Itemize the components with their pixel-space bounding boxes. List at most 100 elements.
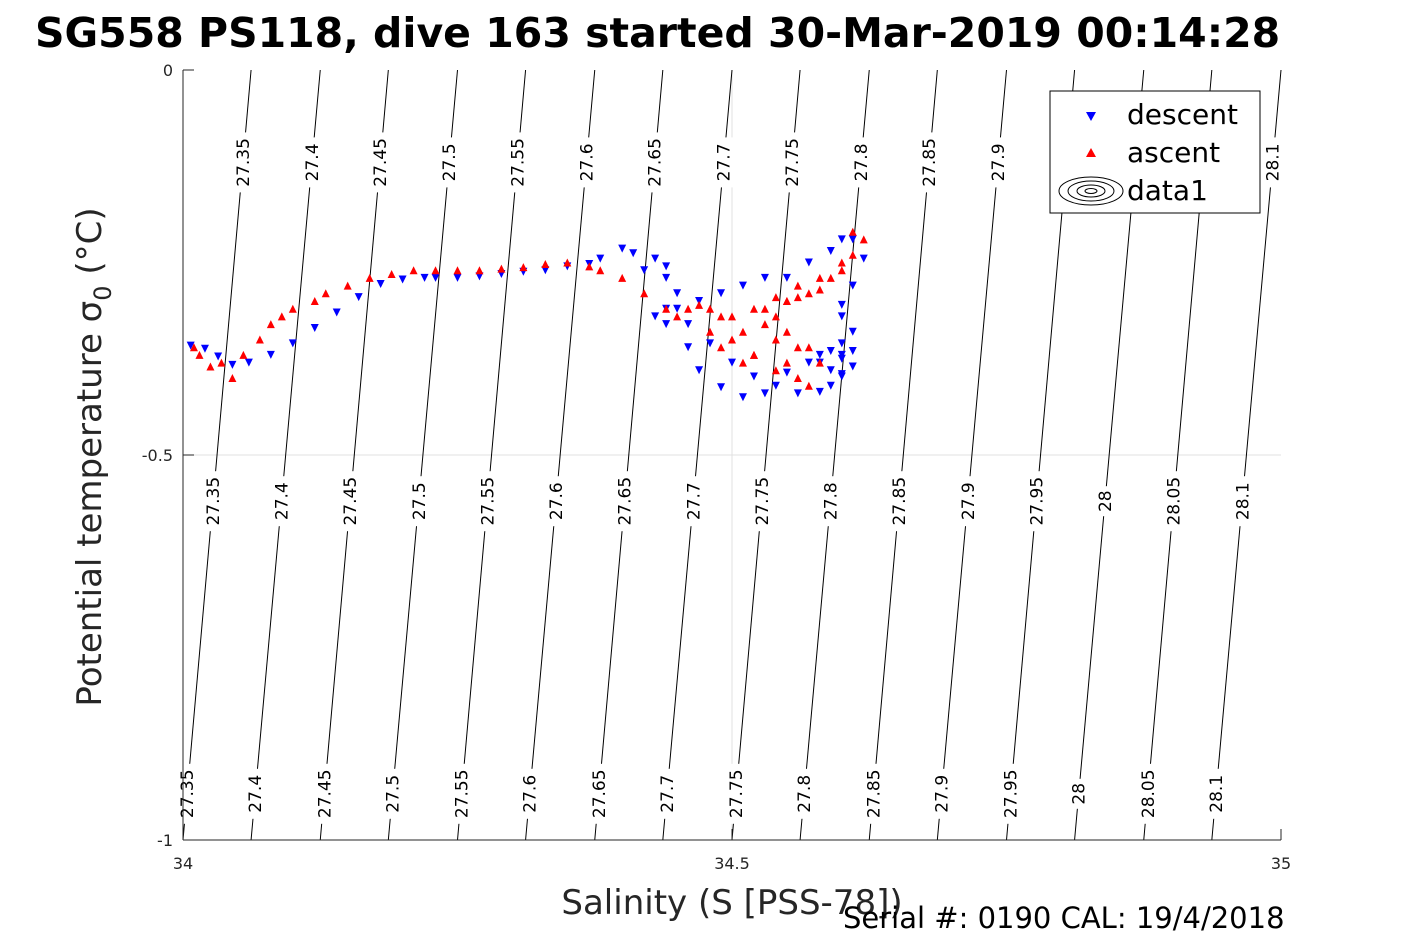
contour-label-r1-1: 27.4 bbox=[273, 482, 293, 520]
legend-data1-label: data1 bbox=[1127, 174, 1208, 207]
ascent-point bbox=[793, 374, 802, 382]
contour-label-r0-11: 27.9 bbox=[989, 143, 1009, 181]
contour-label-bg-r2-6 bbox=[587, 763, 610, 824]
contour-label-r2-14: 28.05 bbox=[1139, 769, 1159, 818]
descent-point bbox=[673, 304, 682, 313]
descent-point bbox=[848, 327, 857, 336]
contour-label-bg-r1-13 bbox=[1094, 486, 1117, 517]
contour-label-bg-r0-2 bbox=[369, 132, 392, 193]
descent-point bbox=[738, 393, 747, 402]
ascent-point bbox=[837, 258, 846, 267]
contour-label-bg-r0-5 bbox=[575, 137, 598, 188]
contour-label-bg-r1-15 bbox=[1231, 476, 1254, 527]
gridlines bbox=[183, 70, 1281, 840]
descent-point bbox=[859, 254, 868, 263]
ascent-point bbox=[640, 289, 649, 298]
descent-point bbox=[826, 246, 835, 255]
ascent-point bbox=[475, 266, 484, 275]
ascent-point bbox=[596, 266, 605, 275]
contour-label-bg-r1-2 bbox=[339, 471, 362, 532]
contour-label-bg-r0-15 bbox=[1261, 137, 1284, 188]
descent-point bbox=[541, 266, 550, 275]
descent-point bbox=[310, 323, 319, 332]
contour-label-r0-9: 27.8 bbox=[852, 143, 872, 181]
contour-label-bg-r0-3 bbox=[438, 137, 461, 188]
legend: descent ascent data1 bbox=[1049, 90, 1261, 214]
ascent-point bbox=[760, 320, 769, 329]
contour-label-r1-15: 28.1 bbox=[1233, 482, 1253, 520]
contour-label-r2-13: 28 bbox=[1070, 783, 1090, 805]
descent-point bbox=[662, 262, 671, 271]
contour-label-r2-1: 27.4 bbox=[246, 775, 266, 813]
ascent-point bbox=[728, 312, 736, 321]
ascent-point bbox=[782, 358, 791, 367]
contour-label-bg-r0-10 bbox=[918, 132, 941, 193]
contour-line-27.4 bbox=[250, 69, 321, 841]
contour-label-bg-r0-0 bbox=[231, 132, 254, 193]
ascent-point bbox=[760, 304, 769, 313]
contour-label-bg-r0-6 bbox=[643, 132, 666, 193]
y-tick-label-2: -1 bbox=[157, 831, 173, 850]
contour-label-bg-r1-9 bbox=[819, 476, 842, 527]
descent-point bbox=[618, 244, 627, 253]
contour-line-27.9 bbox=[936, 69, 1007, 841]
descent-point bbox=[826, 347, 835, 356]
descent-point bbox=[717, 383, 726, 392]
contour-label-bg-r0-4 bbox=[506, 132, 529, 193]
ascent-point bbox=[288, 304, 297, 313]
ascent-point bbox=[409, 266, 418, 275]
y-axis-label-unit: (°C) bbox=[70, 207, 110, 285]
contour-label-bg-r1-10 bbox=[888, 471, 911, 532]
data-points bbox=[186, 227, 868, 402]
descent-point bbox=[782, 368, 791, 377]
ascent-point bbox=[793, 343, 802, 352]
contour-label-r0-3: 27.5 bbox=[440, 143, 460, 181]
x-axis-label: Salinity (S [PSS-78]) bbox=[561, 883, 902, 923]
y-axis-label-sigma: σ bbox=[70, 301, 110, 323]
ascent-point bbox=[563, 258, 572, 267]
contour-label-r0-4: 27.55 bbox=[508, 138, 528, 187]
ascent-point bbox=[793, 281, 802, 290]
contour-label-r1-11: 27.9 bbox=[959, 482, 979, 520]
legend-descent-marker bbox=[1086, 112, 1096, 121]
contour-line-27.8 bbox=[799, 69, 870, 841]
descent-point bbox=[354, 293, 363, 302]
ascent-point bbox=[321, 289, 330, 298]
ascent-point bbox=[189, 343, 198, 352]
contour-label-r1-0: 27.35 bbox=[204, 477, 224, 526]
legend-data1-contour-icon bbox=[1058, 176, 1124, 206]
contour-line-27.7 bbox=[662, 69, 733, 841]
descent-point bbox=[717, 289, 726, 298]
descent-point bbox=[815, 350, 824, 359]
ascent-point bbox=[662, 304, 671, 313]
ascent-point bbox=[771, 312, 780, 321]
descent-point bbox=[848, 362, 857, 371]
y-tick-label-1: -0.5 bbox=[142, 446, 173, 465]
contour-label-bg-r2-1 bbox=[244, 768, 267, 819]
contour-label-r2-3: 27.5 bbox=[383, 775, 403, 813]
contour-label-bg-r1-8 bbox=[750, 471, 773, 532]
descent-point bbox=[826, 381, 835, 390]
contour-label-bg-r2-14 bbox=[1136, 763, 1159, 824]
y-axis-label-main: Potential temperature bbox=[70, 322, 110, 706]
ascent-point bbox=[618, 273, 627, 282]
descent-point bbox=[848, 347, 857, 356]
y-axis-label: Potential temperature σ0 (°C) bbox=[70, 207, 117, 706]
contour-label-r2-9: 27.8 bbox=[795, 775, 815, 813]
contour-line-27.55 bbox=[457, 69, 527, 841]
ascent-point bbox=[782, 327, 791, 336]
descent-point bbox=[662, 273, 671, 282]
descent-point bbox=[837, 370, 846, 379]
contour-label-r2-7: 27.7 bbox=[658, 775, 678, 813]
descent-point bbox=[673, 289, 682, 298]
descent-point bbox=[837, 300, 846, 309]
contour-label-r2-0: 27.35 bbox=[178, 769, 198, 818]
contour-line-27.5 bbox=[387, 69, 458, 841]
contour-line-27.65 bbox=[594, 69, 664, 841]
descent-point bbox=[684, 343, 693, 352]
descent-point bbox=[453, 273, 462, 282]
contour-label-r0-1: 27.4 bbox=[303, 143, 323, 181]
ascent-point bbox=[706, 327, 715, 336]
contour-label-bg-r2-15 bbox=[1204, 768, 1227, 819]
axes-frame bbox=[182, 69, 1282, 841]
